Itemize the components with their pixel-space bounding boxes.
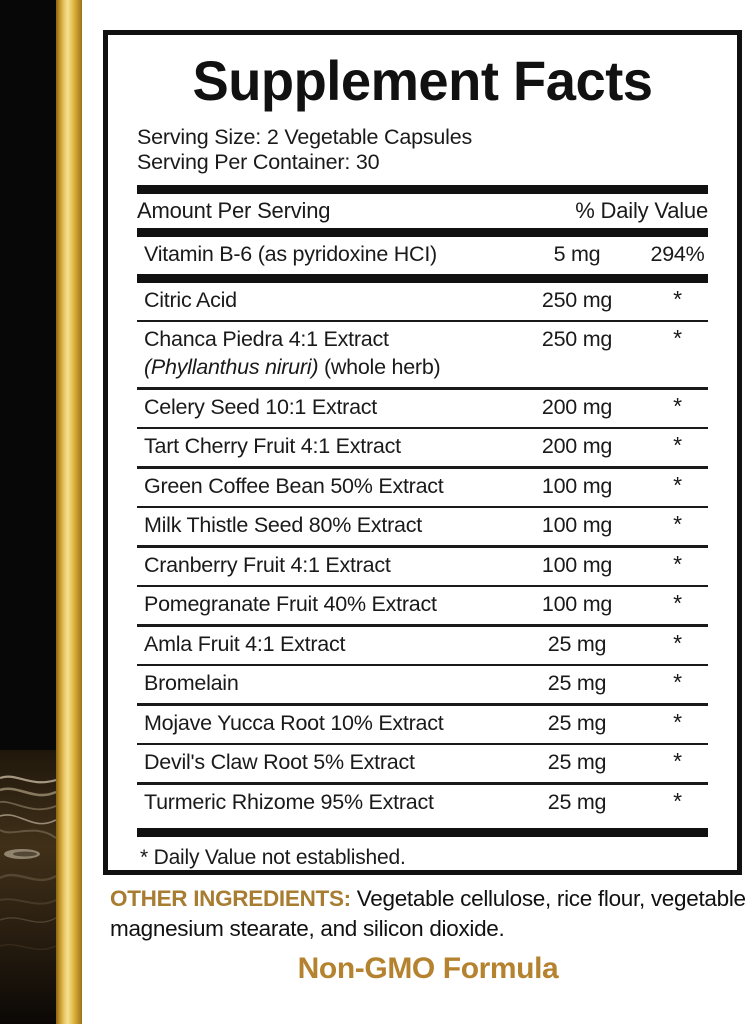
ingredients-table: Vitamin B-6 (as pyridoxine HCI) 5 mg 294… [108, 237, 737, 822]
other-ingredients-label: OTHER INGREDIENTS: [110, 886, 351, 911]
ingredient-amount: 200 mg [541, 434, 613, 459]
ingredient-amount: 100 mg [541, 592, 613, 617]
smoke-texture-icon [0, 750, 56, 1024]
ingredient-amount: 25 mg [547, 789, 607, 814]
divider-thin [137, 387, 708, 390]
serving-size: Serving Size: 2 Vegetable Capsules [137, 125, 473, 149]
divider-thin [137, 505, 708, 509]
table-row: Pomegranate Fruit 40% Extract 100 mg * [137, 587, 708, 624]
ingredient-name: Turmeric Rhizome 95% Extract [144, 789, 434, 814]
ingredient-amount: 25 mg [547, 671, 607, 696]
divider-thick-bottom [137, 827, 708, 837]
ingredient-botanical-name: (Phyllanthus niruri) [144, 355, 319, 380]
ingredient-name: Green Coffee Bean 50% Extract [144, 473, 444, 498]
ingredient-name: Chanca Piedra 4:1 Extract (Phyllanthus n… [137, 326, 507, 382]
left-gold-band [56, 0, 82, 1024]
ingredient-daily-value: 294% [650, 241, 705, 266]
table-row: Amla Fruit 4:1 Extract 25 mg * [137, 627, 708, 664]
divider-thin [137, 742, 708, 746]
ingredient-amount: 100 mg [541, 513, 613, 538]
ingredient-name: Mojave Yucca Root 10% Extract [144, 710, 444, 735]
non-gmo-formula-text: Non-GMO Formula [297, 952, 559, 985]
other-ingredients-section: OTHER INGREDIENTS: Vegetable cellulose, … [110, 884, 750, 944]
divider-thick-top [137, 184, 708, 194]
divider-thin [137, 426, 708, 430]
serving-info: Serving Size: 2 Vegetable Capsules Servi… [137, 125, 737, 176]
other-ingredients-text: Vegetable cellulose, rice flour, vegetab… [110, 886, 746, 941]
divider-thin [137, 663, 708, 667]
ingredient-daily-value: * [673, 511, 682, 538]
table-row: Green Coffee Bean 50% Extract 100 mg * [137, 469, 708, 506]
daily-value-footnote: * Daily Value not established. [140, 845, 406, 869]
divider-thin [137, 545, 708, 548]
panel-title: Supplement Facts [192, 49, 653, 112]
ingredient-part-used: (whole herb) [318, 355, 441, 380]
table-row: Celery Seed 10:1 Extract 200 mg * [137, 390, 708, 427]
amount-per-serving-header: Amount Per Serving [137, 197, 331, 223]
ingredient-amount: 100 mg [541, 473, 613, 498]
ingredient-daily-value: * [673, 748, 682, 775]
ingredient-daily-value: * [673, 629, 682, 656]
ingredient-name: Devil's Claw Root 5% Extract [144, 750, 415, 775]
divider-thick-header [137, 227, 708, 237]
ingredient-daily-value: * [673, 590, 682, 617]
daily-value-header: % Daily Value [575, 197, 708, 223]
ingredient-amount: 25 mg [547, 631, 607, 656]
ingredient-amount: 250 mg [541, 327, 613, 352]
table-row: Citric Acid 250 mg * [137, 283, 708, 320]
ingredient-name: Milk Thistle Seed 80% Extract [144, 513, 422, 538]
ingredient-amount: 200 mg [541, 394, 613, 419]
ingredient-daily-value: * [673, 325, 682, 352]
ingredient-amount: 100 mg [541, 552, 613, 577]
ingredient-name: Cranberry Fruit 4:1 Extract [144, 552, 391, 577]
ingredient-daily-value: * [673, 550, 682, 577]
divider-thin [137, 319, 708, 323]
divider-thin [137, 584, 708, 588]
ingredient-daily-value: * [673, 285, 682, 312]
ingredient-amount: 25 mg [547, 710, 607, 735]
table-row: Mojave Yucca Root 10% Extract 25 mg * [137, 706, 708, 743]
ingredient-amount: 25 mg [547, 750, 607, 775]
ingredient-amount: 5 mg [553, 241, 601, 266]
ingredient-daily-value: * [673, 432, 682, 459]
divider-thin [137, 624, 708, 627]
supplement-facts-panel: Supplement Facts Serving Size: 2 Vegetab… [103, 30, 742, 875]
ingredient-daily-value: * [673, 708, 682, 735]
serving-per-container: Serving Per Container: 30 [137, 150, 380, 175]
ingredient-name: Vitamin B-6 (as pyridoxine HCI) [144, 241, 437, 266]
table-row: Bromelain 25 mg * [137, 666, 708, 703]
divider-thin [137, 703, 708, 706]
ingredient-name: Tart Cherry Fruit 4:1 Extract [144, 434, 401, 459]
ingredient-daily-value: * [673, 787, 682, 814]
divider-thick-vitamin [137, 273, 708, 283]
ingredient-daily-value: * [673, 392, 682, 419]
table-row: Cranberry Fruit 4:1 Extract 100 mg * [137, 548, 708, 585]
ingredient-daily-value: * [673, 669, 682, 696]
table-row: Chanca Piedra 4:1 Extract (Phyllanthus n… [137, 322, 708, 387]
ingredient-amount: 250 mg [541, 287, 613, 312]
table-row: Tart Cherry Fruit 4:1 Extract 200 mg * [137, 429, 708, 466]
divider-thin [137, 782, 708, 785]
ingredient-name: Amla Fruit 4:1 Extract [144, 631, 346, 656]
ingredient-daily-value: * [673, 471, 682, 498]
left-black-band [0, 0, 56, 1024]
ingredient-name: Celery Seed 10:1 Extract [144, 394, 378, 419]
ingredient-name-line1: Chanca Piedra 4:1 Extract [144, 327, 389, 352]
table-row: Turmeric Rhizome 95% Extract 25 mg * [137, 785, 708, 822]
divider-thin [137, 466, 708, 469]
table-row: Vitamin B-6 (as pyridoxine HCI) 5 mg 294… [137, 237, 708, 274]
table-row: Devil's Claw Root 5% Extract 25 mg * [137, 745, 708, 782]
ingredient-name: Pomegranate Fruit 40% Extract [144, 592, 437, 617]
table-row: Milk Thistle Seed 80% Extract 100 mg * [137, 508, 708, 545]
ingredient-name: Bromelain [144, 671, 239, 696]
table-header-row: Amount Per Serving % Daily Value [137, 198, 708, 224]
ingredient-name: Citric Acid [144, 287, 237, 312]
